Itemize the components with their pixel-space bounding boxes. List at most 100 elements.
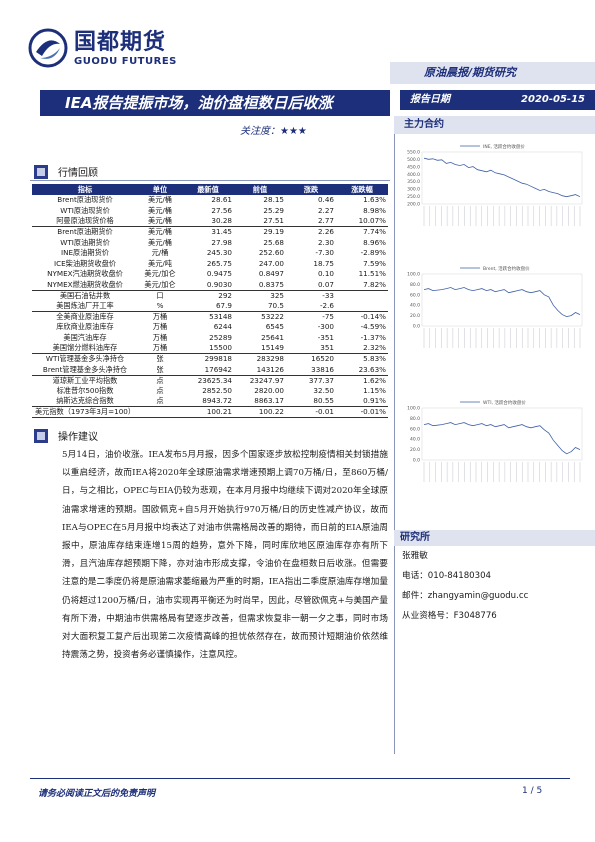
table-row: 库欣商业原油库存 万桶 6244 6545 -300 -4.59% <box>32 322 388 333</box>
chart-frame <box>421 151 583 205</box>
table-cell: 10.07% <box>358 216 386 226</box>
section-rule <box>30 180 390 181</box>
table-cell: 标准普尔500指数 <box>56 385 114 395</box>
table-cell: Brent管理基金多头净持仓 <box>42 364 128 374</box>
table-cell: 纳斯达克综合指数 <box>56 396 114 406</box>
table-cell: -300 <box>317 322 334 332</box>
table-cell: -33 <box>286 289 336 301</box>
brent-price-chart: Brent, 活跃合约收盘价 100.0 80.0 60.0 40.0 20.0 0.0 <box>400 262 590 362</box>
table-cell: 80.55 <box>313 396 334 406</box>
logo-chinese-name: 国都期货 <box>74 29 167 55</box>
table-cell: 29.19 <box>234 226 286 238</box>
table-cell: 张 <box>156 364 164 374</box>
table-cell: 7.82% <box>363 279 386 289</box>
y-tick-label: 60.0 <box>410 292 420 298</box>
chart-legend: WTI, 活跃合约收盘价 <box>483 399 526 406</box>
table-header-row: 指标 单位 最新值 前值 涨跌 涨跌幅 <box>32 184 388 195</box>
table-cell: 0.91% <box>363 396 386 406</box>
table-cell: 元/桶 <box>151 248 169 258</box>
y-tick-label: 0.0 <box>413 324 420 330</box>
table-cell: 道琼斯工业平均指数 <box>32 374 138 386</box>
y-tick-label: 80.0 <box>410 282 420 288</box>
table-cell: 7.59% <box>363 258 386 268</box>
col-header: 最新值 <box>182 184 234 195</box>
table-row: 美国炼油厂开工率% 67.9 70.5 -2.6 <box>32 301 388 312</box>
chart-legend: Brent, 活跃合约收盘价 <box>483 265 530 272</box>
table-cell: -1.37% <box>360 333 386 343</box>
table-cell: 0.8375 <box>258 279 284 289</box>
table-cell: -2.89% <box>360 248 386 258</box>
table-row: 标准普尔500指数 点 2852.50 2820.00 32.50 1.15% <box>32 386 388 397</box>
table-cell: 31.45 <box>182 226 234 238</box>
table-row: NYMEX燃油期货收盘价 美元/加仑 0.9030 0.8375 0.07 7.82% <box>32 280 388 291</box>
table-cell: 1.63% <box>363 195 386 205</box>
table-cell: 28.15 <box>263 195 284 205</box>
table-cell: 万桶 <box>138 311 182 323</box>
attention-label: 关注度： <box>240 126 280 137</box>
table-cell: WTI管理基金多头净持仓 <box>32 353 138 365</box>
table-cell: 11.51% <box>358 269 386 279</box>
col-header: 涨跌幅 <box>336 184 388 195</box>
y-tick-label: 200.0 <box>407 202 420 208</box>
table-cell: 351 <box>320 343 334 353</box>
attention-stars: ★★★ <box>280 126 307 137</box>
table-cell: 8863.17 <box>254 396 284 406</box>
table-cell: 252.60 <box>258 248 284 258</box>
table-cell: 70.5 <box>267 300 284 310</box>
price-series-line <box>423 422 581 455</box>
table-cell: 点 <box>138 374 182 386</box>
table-cell: Brent原油期货价 <box>32 226 138 238</box>
table-cell: 2820.00 <box>254 385 284 395</box>
y-tick-label: 80.0 <box>410 416 420 422</box>
table-row: NYMEX汽油期货收盘价 美元/加仑 0.9475 0.8497 0.10 11.51% <box>32 269 388 280</box>
table-cell: 16520 <box>286 353 336 365</box>
analyst-email[interactable]: 邮件：zhangyamin@guodu.cc <box>402 591 529 601</box>
table-cell: 0.9030 <box>206 279 232 289</box>
y-tick-label: 350.0 <box>407 179 420 185</box>
table-cell: 6244 <box>213 322 232 332</box>
table-cell: 8.96% <box>363 237 386 247</box>
y-tick-label: 450.0 <box>407 164 420 170</box>
col-header: 涨跌 <box>286 184 336 195</box>
y-tick-label: 20.0 <box>410 447 420 453</box>
table-cell: -351 <box>317 333 334 343</box>
table-cell <box>336 289 388 301</box>
table-row: 美国石油钻井数口 292 325 -33 <box>32 289 388 301</box>
table-cell: NYMEX汽油期货收盘价 <box>47 269 123 279</box>
table-cell: 100.21 <box>182 406 234 419</box>
ine-price-chart: INE, 活跃合约收盘价 550.0 500.0 450.0 400.0 350.0 300… <box>400 140 590 240</box>
table-row: 道琼斯工业平均指数点 23625.34 23247.97 377.37 1.62% <box>32 374 388 386</box>
table-cell: 25641 <box>261 333 284 343</box>
wti-price-chart: WTI, 活跃合约收盘价 100.0 80.0 60.0 40.0 20.0 0.0 <box>400 396 590 496</box>
y-tick-label: 550.0 <box>407 150 420 156</box>
date-value: 2020-05-15 <box>521 94 585 105</box>
table-cell: 点 <box>156 396 164 406</box>
table-row: 全美商业原油库存 万桶 53148 53222 -75 -0.14% <box>32 311 388 323</box>
table-row: 美国馏分燃料油库存 万桶 15500 15149 351 2.32% <box>32 343 388 354</box>
table-cell: 万桶 <box>152 343 168 353</box>
table-cell: 2.27 <box>317 205 334 215</box>
market-review-title: 行情回顾 <box>58 168 98 179</box>
report-date-bar: 报告日期 2020-05-15 <box>400 90 595 110</box>
table-cell: 美国石油钻井数 <box>32 289 138 301</box>
company-logo: 国都期货 GUODU FUTURES <box>28 28 177 68</box>
section-icon <box>34 164 48 179</box>
table-cell: 247.00 <box>258 258 284 268</box>
table-cell: 6545 <box>265 322 284 332</box>
page-number: 1 / 5 <box>522 786 543 796</box>
table-cell: 28.61 <box>211 195 232 205</box>
operation-title: 操作建议 <box>58 432 98 443</box>
table-cell: 27.98 <box>211 237 232 247</box>
table-row: INE原油期货价 元/桶 245.30 252.60 -7.30 -2.89% <box>32 248 388 259</box>
y-tick-label: 60.0 <box>410 426 420 432</box>
table-cell: 0.9475 <box>206 269 232 279</box>
col-header: 单位 <box>138 184 182 195</box>
price-series-line <box>423 157 581 198</box>
table-cell: 万桶 <box>152 333 168 343</box>
table-cell: 美国汽油库存 <box>63 333 107 343</box>
y-tick-label: 400.0 <box>407 172 420 178</box>
table-row: 纳斯达克综合指数 点 8943.72 8863.17 80.55 0.91% <box>32 396 388 407</box>
table-cell: 143126 <box>256 364 284 374</box>
table-cell: 245.30 <box>206 248 232 258</box>
table-cell: 8943.72 <box>202 396 232 406</box>
